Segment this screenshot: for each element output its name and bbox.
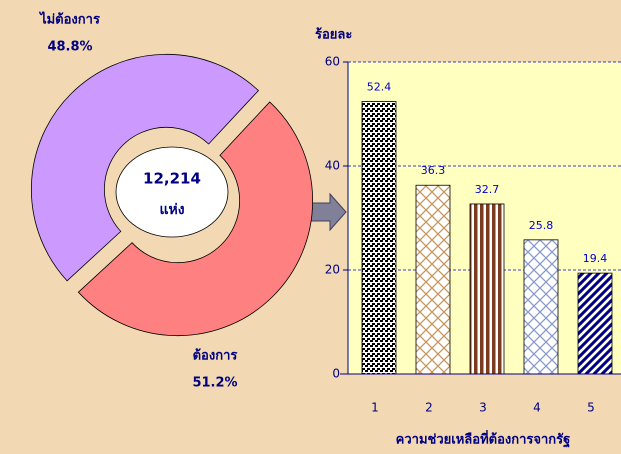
bar	[523, 239, 559, 375]
y-tick-label: 40	[325, 159, 340, 173]
x-tick-label: 5	[587, 401, 595, 415]
bar-chart: ร้อยละ 0 20 40 60 52.4 1 36.3 2 32.7 3 25.8 4 19.4 5 คว…	[315, 27, 621, 449]
x-tick-label: 3	[479, 401, 487, 415]
data-label: 19.4	[583, 252, 608, 265]
bar	[415, 184, 451, 375]
y-tick-label: 0	[332, 367, 340, 381]
y-tick-label: 20	[325, 263, 340, 277]
x-tick-label: 2	[425, 401, 433, 415]
x-tick-label: 1	[371, 401, 379, 415]
slice-label: ต้องการ	[193, 348, 238, 364]
slice-value-label: 51.2%	[192, 376, 237, 391]
slice-value-label: 48.8%	[47, 40, 92, 55]
center-subtext: แห่ง	[159, 202, 184, 218]
data-label: 25.8	[529, 219, 554, 232]
data-label: 52.4	[367, 81, 392, 94]
y-axis-label: ร้อยละ	[315, 27, 352, 43]
slice-label: ไม่ต้องการ	[38, 11, 100, 28]
bar	[361, 101, 397, 375]
pie-slice	[77, 101, 313, 337]
arrow	[307, 192, 347, 232]
pie-slice	[31, 54, 259, 282]
pie-chart: ไม่ต้องการ 48.8% ต้องการ 51.2% 12,214 แห่ง	[31, 11, 313, 391]
center-text: 12,214	[143, 170, 201, 188]
x-axis-label: ความช่วยเหลือที่ต้องการจากรัฐ	[396, 430, 571, 449]
center-hole	[115, 146, 229, 238]
bar	[469, 203, 505, 375]
y-tick-label: 60	[325, 55, 340, 69]
x-tick-label: 4	[533, 401, 541, 415]
bar	[577, 272, 613, 375]
data-label: 32.7	[475, 183, 500, 196]
data-label: 36.3	[421, 164, 446, 177]
